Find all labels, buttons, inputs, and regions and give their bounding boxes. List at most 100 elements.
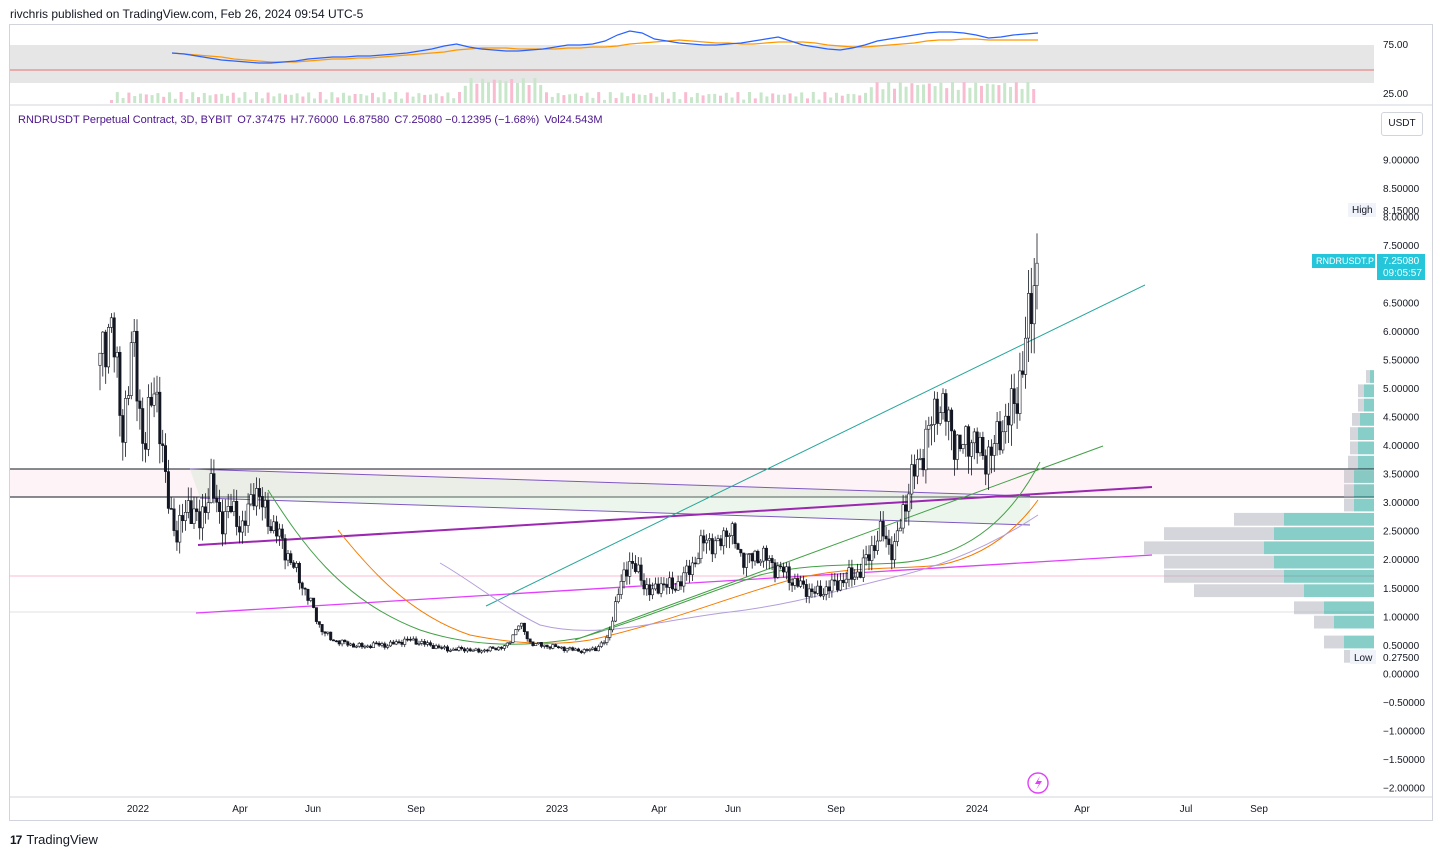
price-tick: 8.50000 (1383, 184, 1420, 195)
candle-body (195, 508, 199, 512)
candle-body (297, 562, 301, 584)
vp-up-bar (1274, 555, 1374, 569)
candle-body (784, 566, 788, 573)
rsi-volume-bar (365, 95, 369, 103)
candle-body (861, 557, 865, 578)
lightning-icon[interactable] (1027, 772, 1049, 794)
candle-body (622, 569, 626, 582)
rsi-volume-bar (695, 92, 699, 103)
candle-body (351, 643, 355, 648)
candle-body (260, 496, 264, 508)
rsi-volume-bar (637, 94, 641, 103)
candle-body (915, 458, 919, 477)
candle-body (631, 560, 635, 564)
rsi-volume-bar (742, 99, 746, 103)
candle-body (331, 639, 335, 642)
candle-body (101, 331, 105, 354)
rsi-volume-bar (202, 93, 206, 103)
candle-body (574, 648, 578, 651)
rsi-volume-bar (724, 92, 728, 103)
rsi-volume-bar (736, 92, 740, 103)
rsi-line (171, 30, 1039, 64)
rsi-volume-bar (620, 92, 624, 103)
teal-channel-line (485, 284, 1146, 607)
candle-body (525, 631, 529, 640)
rsi-volume-bar (110, 100, 113, 103)
candle-body (329, 631, 333, 641)
time-tick: 2022 (127, 804, 150, 815)
rsi-volume-bar (939, 82, 943, 103)
rsi-volume-bar (452, 98, 456, 103)
rsi-volume-bar (347, 95, 351, 103)
candle-body (124, 398, 128, 443)
candle-body (445, 646, 449, 652)
candle-body (252, 494, 256, 507)
price-axis[interactable]: 9.000008.500008.000007.500007.000006.500… (1383, 156, 1425, 795)
candle-body (537, 642, 541, 645)
vp-down-bar (1164, 527, 1274, 540)
candle-body (747, 553, 751, 555)
footer-brand[interactable]: 17 TradingView (10, 832, 98, 847)
price-tick: −1.00000 (1383, 727, 1425, 738)
candle-body (183, 511, 187, 521)
candle-body (1006, 415, 1010, 426)
candle-body (104, 331, 108, 368)
candle-body (257, 488, 261, 497)
price-tick: 8.00000 (1383, 213, 1420, 224)
rsi-volume-bar (185, 99, 189, 103)
candle-body (599, 642, 603, 647)
vp-up-bar (1354, 470, 1374, 483)
candle-body (841, 579, 845, 584)
price-tick: −0.50000 (1383, 698, 1425, 709)
time-axis[interactable]: 2022 Apr Jun Sep 2023 Apr Jun Sep 2024 Apr Jul Sep (127, 804, 1268, 815)
candle-body (710, 538, 714, 555)
candle-body (867, 554, 871, 561)
candle-body (1015, 403, 1019, 414)
candle-body (340, 639, 344, 645)
high-value-legend: H7.76000 (290, 114, 339, 126)
rsi-volume-bar (139, 93, 142, 103)
candle-body (414, 638, 418, 645)
rsi-volume-bar (951, 82, 954, 103)
rsi-volume-bar (927, 83, 931, 103)
candle-body (238, 526, 242, 533)
rsi-volume-bar (817, 99, 821, 103)
price-tick: 6.50000 (1383, 298, 1420, 309)
last-price: 7.25080 (1383, 256, 1420, 267)
volume-value: Vol24.543M (544, 114, 603, 126)
rsi-volume-bar (910, 83, 914, 103)
vp-down-bar (1358, 398, 1364, 412)
candle-body (232, 500, 236, 512)
candle-body (343, 639, 347, 643)
candle-body (218, 501, 222, 512)
candle-body (907, 493, 911, 512)
rsi-volume-bar (626, 96, 630, 103)
wedge-fill (190, 469, 1030, 525)
candle-body (779, 565, 783, 568)
rsi-volume-bar (753, 98, 757, 103)
symbol-legend[interactable]: RNDRUSDT Perpetual Contract, 3D, BYBIT O… (18, 114, 603, 126)
rsi-volume-bar (1009, 86, 1012, 103)
currency-button[interactable]: USDT (1381, 112, 1423, 136)
candle-body (733, 523, 737, 545)
candle-body (992, 443, 996, 456)
candle-body (958, 434, 962, 449)
price-tick: 2.00000 (1383, 555, 1420, 566)
candle-body (562, 646, 566, 651)
rsi-volume-bar (701, 95, 705, 103)
candle-body (727, 535, 731, 537)
rsi-volume-bar (249, 99, 253, 103)
time-tick: Apr (232, 804, 248, 815)
candle-body (334, 640, 338, 643)
rsi-volume-bar (115, 92, 119, 103)
vp-down-bar (1294, 601, 1324, 615)
rsi-volume-bar (707, 94, 711, 103)
candle-body (465, 648, 469, 652)
rsi-volume-bar (922, 84, 925, 103)
candle-body (112, 317, 116, 358)
rsi-volume-bar (1032, 89, 1036, 103)
candle-body (468, 648, 472, 652)
price-tick: 9.00000 (1383, 156, 1420, 167)
low-tag: Low (1354, 653, 1373, 664)
